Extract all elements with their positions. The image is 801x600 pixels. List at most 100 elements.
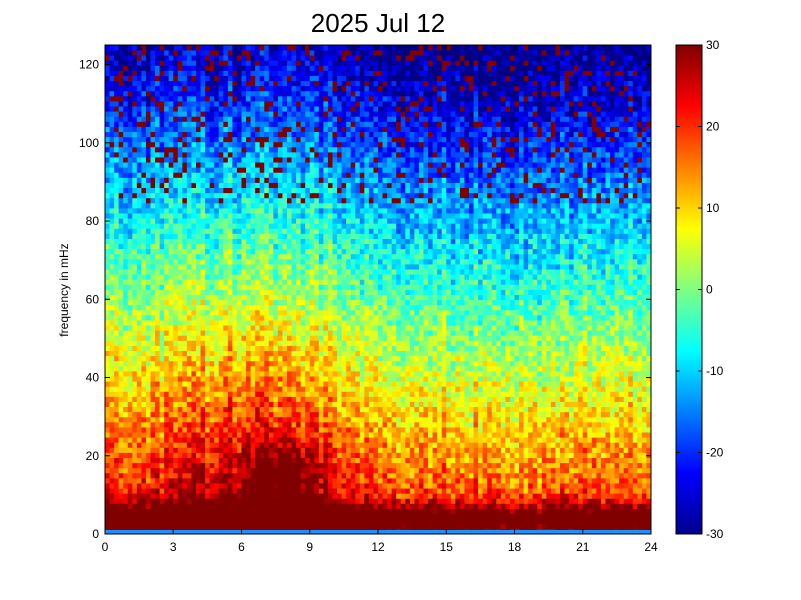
spectrogram-cell [105, 151, 110, 158]
spectrogram-cell [114, 284, 120, 290]
spectrogram-cell [277, 223, 283, 229]
spectrogram-cell [305, 116, 311, 122]
spectrogram-cell [332, 462, 338, 469]
spectrogram-cell [250, 202, 256, 209]
spectrogram-cell [305, 70, 311, 76]
spectrogram-cell [118, 396, 124, 402]
spectrogram-cell [327, 523, 333, 530]
spectrogram-cell [227, 371, 233, 377]
spectrogram-cell [105, 381, 110, 387]
spectrogram-cell [150, 386, 156, 392]
spectrogram-cell [255, 258, 261, 265]
spectrogram-cell [250, 299, 256, 306]
spectrogram-cell [168, 371, 174, 377]
spectrogram-cell [236, 406, 242, 413]
spectrogram-cell [196, 177, 201, 183]
spectrogram-cell [159, 457, 165, 464]
spectrogram-cell [200, 146, 206, 153]
spectrogram-cell [232, 213, 238, 219]
spectrogram-cell [241, 350, 247, 357]
spectrogram-cell [223, 146, 229, 153]
spectrogram-cell [177, 233, 183, 239]
spectrogram-cell [132, 335, 138, 341]
spectrogram-cell [236, 70, 242, 76]
spectrogram-cell [327, 284, 333, 290]
spectrogram-cell [132, 187, 138, 194]
spectrogram-cell [177, 360, 183, 367]
spectrogram-cell [105, 258, 110, 265]
spectrogram-cell [168, 192, 174, 199]
spectrogram-cell [246, 208, 251, 214]
spectrogram-cell [296, 243, 302, 250]
spectrogram-cell [173, 45, 179, 51]
spectrogram-cell [227, 126, 233, 132]
spectrogram-cell [309, 498, 315, 504]
spectrogram-cell [191, 289, 197, 295]
spectrogram-cell [209, 483, 215, 489]
spectrogram-cell [209, 157, 215, 163]
spectrogram-cell [268, 253, 274, 260]
spectrogram-cell [196, 60, 201, 66]
spectrogram-cell [273, 136, 279, 143]
spectrogram-cell [186, 192, 192, 199]
spectrogram-cell [150, 121, 156, 127]
spectrogram-cell [296, 157, 302, 163]
spectrogram-cell [287, 269, 292, 275]
spectrogram-cell [282, 55, 288, 61]
spectrogram-cell [323, 182, 329, 189]
spectrogram-cell [327, 121, 333, 127]
spectrogram-cell [200, 442, 206, 448]
spectrogram-cell [191, 85, 197, 92]
spectrogram-cell [332, 202, 338, 209]
spectrogram-cell [255, 55, 261, 61]
spectrogram-cell [273, 197, 279, 204]
spectrogram-cell [309, 187, 315, 194]
spectrogram-cell [191, 294, 197, 301]
spectrogram-cell [200, 365, 206, 372]
spectrogram-cell [182, 60, 188, 66]
spectrogram-cell [200, 50, 206, 56]
spectrogram-cell [177, 396, 183, 402]
spectrogram-cell [236, 111, 242, 117]
spectrogram-cell [332, 264, 338, 270]
spectrogram-cell [305, 146, 311, 153]
spectrogram-cell [296, 151, 302, 158]
spectrogram-cell [196, 483, 201, 489]
spectrogram-cell [259, 299, 265, 306]
spectrogram-cell [182, 437, 188, 443]
spectrogram-cell [300, 101, 306, 107]
spectrogram-cell [191, 111, 197, 117]
spectrogram-cell [277, 253, 283, 260]
spectrogram-cell [300, 192, 306, 199]
spectrogram-cell [218, 335, 224, 341]
spectrogram-cell [155, 406, 160, 413]
spectrogram-cell [145, 228, 151, 234]
spectrogram-cell [159, 106, 165, 112]
spectrogram-cell [205, 518, 211, 525]
spectrogram-cell [218, 381, 224, 387]
spectrogram-cell [145, 223, 151, 229]
spectrogram-cell [109, 360, 115, 367]
spectrogram-cell [141, 386, 147, 392]
spectrogram-cell [132, 208, 138, 214]
spectrogram-cell [291, 116, 297, 122]
spectrogram-cell [150, 264, 156, 270]
spectrogram-cell [337, 269, 342, 275]
spectrogram-cell [259, 325, 265, 331]
spectrogram-cell [155, 182, 160, 189]
spectrogram-cell [145, 146, 151, 153]
spectrogram-cell [214, 45, 220, 51]
spectrogram-cell [173, 365, 179, 372]
spectrogram-cell [318, 391, 324, 397]
spectrogram-cell [168, 121, 174, 127]
spectrogram-cell [141, 95, 147, 102]
spectrogram-cell [114, 248, 120, 255]
spectrogram-cell [118, 304, 124, 311]
spectrogram-cell [173, 243, 179, 250]
spectrogram-cell [305, 427, 311, 433]
spectrogram-cell [300, 60, 306, 66]
spectrogram-cell [196, 391, 201, 397]
spectrogram-cell [141, 472, 147, 479]
spectrogram-cell [337, 467, 342, 474]
spectrogram-cell [209, 513, 215, 520]
